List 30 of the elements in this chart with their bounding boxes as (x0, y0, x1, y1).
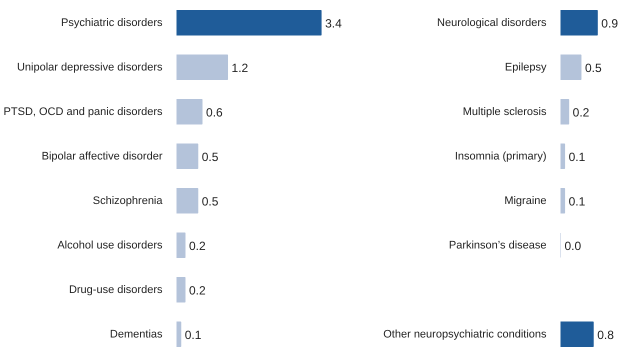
y-tick-label: Other neuropsychiatric conditions (383, 328, 547, 340)
data-label: 1.2 (232, 60, 249, 75)
data-label: 0.0 (564, 238, 582, 253)
y-tick-label: Psychiatric disorders (61, 16, 163, 29)
data-label: 0.2 (572, 105, 590, 120)
y-tick-label: Neurological disorders (437, 16, 547, 29)
y-tick-label: Drug-use disorders (68, 284, 163, 296)
y-tick-label: Insomnia (primary) (454, 150, 547, 162)
data-label: 0.6 (206, 105, 224, 120)
y-tick-label: Alcohol use disorders (57, 239, 163, 252)
data-label: 0.8 (597, 328, 614, 342)
data-label: 0.5 (584, 60, 602, 75)
y-tick-label: Multiple sclerosis (462, 106, 547, 118)
data-label: 0.2 (189, 283, 206, 298)
y-tick-label: Schizophrenia (92, 194, 164, 207)
y-tick-label: Bipolar affective disorder (42, 150, 163, 162)
data-label: 0.1 (568, 150, 586, 164)
y-tick-label: Dementias (110, 328, 163, 340)
data-label: 0.9 (601, 16, 618, 30)
data-label: 0.1 (184, 328, 202, 342)
data-label: 0.1 (568, 194, 586, 208)
data-label: 3.4 (325, 16, 342, 30)
y-tick-label: PTSD, OCD and panic disorders (4, 106, 163, 118)
data-label: 0.5 (202, 150, 219, 164)
data-label: 0.2 (189, 238, 206, 253)
data-label: 0.5 (202, 194, 219, 208)
y-tick-label: Parkinson’s disease (448, 239, 547, 252)
y-tick-label: Epilepsy (504, 61, 547, 74)
y-tick-label: Unipolar depressive disorders (16, 61, 163, 74)
y-tick-label: Migraine (504, 194, 547, 207)
